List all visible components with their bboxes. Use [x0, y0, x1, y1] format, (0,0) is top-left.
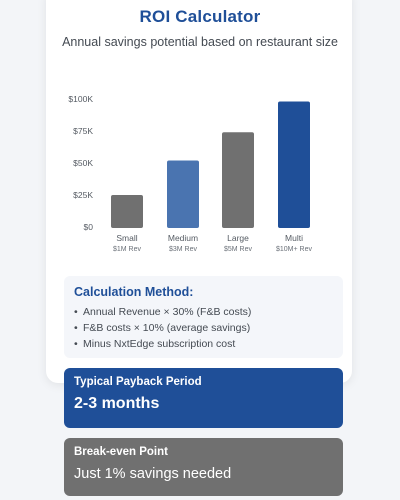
calculation-step: • Minus NxtEdge subscription cost: [74, 336, 333, 352]
y-axis: $0 $25K $50K $75K $100K: [68, 94, 93, 232]
x-tick-label: Multi: [285, 233, 303, 243]
payback-period-card: Typical Payback Period 2-3 months: [64, 368, 343, 428]
calculation-step: • F&B costs × 10% (average savings): [74, 320, 333, 336]
bar-medium[interactable]: [167, 160, 199, 228]
bars: [111, 101, 310, 228]
break-even-card: Break-even Point Just 1% savings needed: [64, 438, 343, 496]
x-tick-label: Small: [116, 233, 137, 243]
bar-small[interactable]: [111, 195, 143, 228]
payback-period-value: 2-3 months: [74, 395, 160, 412]
calculation-method-title: Calculation Method:: [74, 285, 194, 299]
y-tick-label: $100K: [68, 94, 93, 104]
break-even-value: Just 1% savings needed: [74, 466, 232, 482]
y-tick-label: $25K: [73, 190, 93, 200]
bullet-icon: •: [74, 322, 78, 334]
calculation-step-text: Annual Revenue × 30% (F&B costs): [83, 306, 252, 318]
x-tick-sublabel: $1M Rev: [113, 246, 142, 253]
y-tick-label: $50K: [73, 158, 93, 168]
x-tick-sublabel: $10M+ Rev: [276, 246, 312, 253]
bullet-icon: •: [74, 306, 78, 318]
x-tick-label: Medium: [168, 233, 198, 243]
x-axis: Small $1M Rev Medium $3M Rev Large $5M Rev Mul…: [113, 233, 312, 253]
calculation-step-text: F&B costs × 10% (average savings): [83, 322, 251, 334]
x-tick-sublabel: $5M Rev: [224, 246, 253, 253]
payback-period-label: Typical Payback Period: [74, 376, 202, 388]
y-tick-label: $0: [84, 222, 94, 232]
savings-bar-chart: $0 $25K $50K $75K $100K Small $1M Rev Medium $3…: [68, 94, 312, 253]
calculation-step-text: Minus NxtEdge subscription cost: [83, 338, 236, 350]
y-tick-label: $75K: [73, 126, 93, 136]
page-title: ROI Calculator: [139, 7, 261, 26]
calculation-method-panel: Calculation Method: • Annual Revenue × 30…: [64, 276, 343, 358]
x-tick-sublabel: $3M Rev: [169, 246, 198, 253]
break-even-label: Break-even Point: [74, 446, 168, 458]
page-subtitle: Annual savings potential based on restau…: [62, 35, 338, 49]
calculation-step: • Annual Revenue × 30% (F&B costs): [74, 304, 333, 320]
calculation-method-list: • Annual Revenue × 30% (F&B costs) • F&B c…: [74, 304, 333, 352]
bullet-icon: •: [74, 338, 78, 350]
x-tick-label: Large: [227, 233, 249, 243]
bar-multi[interactable]: [278, 101, 310, 228]
bar-large[interactable]: [222, 132, 254, 228]
